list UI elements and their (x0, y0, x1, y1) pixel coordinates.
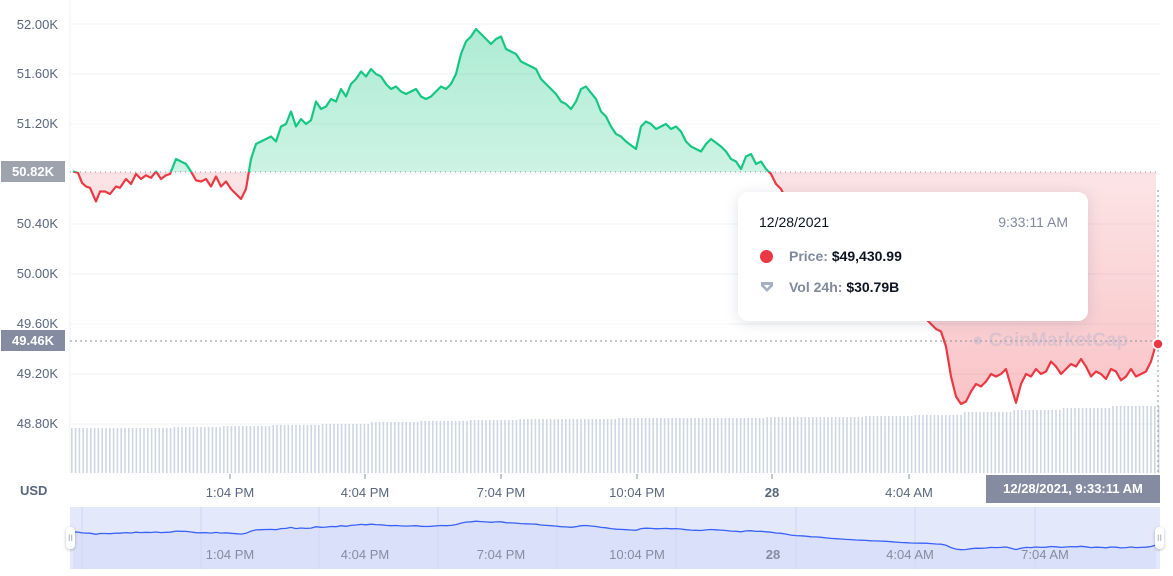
price-dot-icon (760, 250, 773, 263)
y-tick-label: 49.60K (16, 316, 58, 331)
tooltip-date: 12/28/2021 (759, 214, 830, 230)
y-tick-label: 51.20K (16, 116, 58, 131)
tooltip-time: 9:33:11 AM (998, 214, 1068, 230)
y-tick-label: 49.20K (16, 366, 58, 381)
tooltip-price-value: $49,430.99 (831, 248, 902, 264)
x-tick-label: 28 (764, 485, 780, 500)
chart-tooltip: 12/28/2021 9:33:11 AM Price: $49,430.99 … (738, 192, 1088, 321)
navigator-minichart (72, 507, 1157, 569)
volume-shield-icon (761, 282, 773, 292)
x-tick-label: 7:04 PM (476, 485, 526, 500)
x-tick-label: 1:04 PM (205, 485, 255, 500)
hover-point-marker (1152, 338, 1164, 350)
range-navigator[interactable]: 1:04 PM 4:04 PM 7:04 PM 10:04 PM 28 4:04… (66, 507, 1164, 569)
y-tick-label: 48.80K (16, 416, 58, 431)
crosshair-time-badge: 12/28/2021, 9:33:11 AM (986, 475, 1160, 503)
gridlines (70, 23, 1160, 425)
y-tick-label: 50.40K (16, 216, 58, 231)
navigator-label: 1:04 PM (205, 547, 255, 562)
x-tick-label: 4:04 AM (885, 485, 933, 500)
navigator-right-handle[interactable]: II (1155, 527, 1164, 549)
navigator-label: 7:04 PM (476, 547, 526, 562)
y-tick-label: 51.60K (16, 66, 58, 81)
price-area-up (73, 29, 1156, 172)
tooltip-volume-value: $30.79B (846, 279, 900, 295)
x-tick-label: 10:04 PM (609, 485, 665, 500)
navigator-label: 4:04 PM (340, 547, 390, 562)
y-tick-label: 50.00K (16, 266, 58, 281)
navigator-left-handle[interactable]: II (66, 527, 75, 549)
current-price-badge: 49.46K (1, 330, 65, 351)
coinmarketcap-watermark: ● CoinMarketCap (972, 330, 1129, 351)
currency-label: USD (20, 483, 48, 498)
price-line-down (72, 172, 1158, 406)
tooltip-volume-row: Vol 24h: $30.79B (760, 279, 899, 295)
volume-bars (71, 406, 1160, 473)
tooltip-price-row: Price: $49,430.99 (760, 248, 902, 264)
y-tick-label: 52.00K (16, 17, 58, 32)
navigator-label: 28 (765, 547, 781, 562)
open-price-badge: 50.82K (1, 161, 65, 182)
cmc-logo-icon: ● (972, 330, 989, 351)
price-line-up (72, 27, 771, 172)
navigator-label: 4:04 AM (886, 547, 934, 562)
navigator-label: 10:04 PM (609, 547, 665, 562)
x-ticks (229, 474, 910, 479)
navigator-label: 7:04 AM (1021, 547, 1069, 562)
x-tick-label: 4:04 PM (340, 485, 390, 500)
